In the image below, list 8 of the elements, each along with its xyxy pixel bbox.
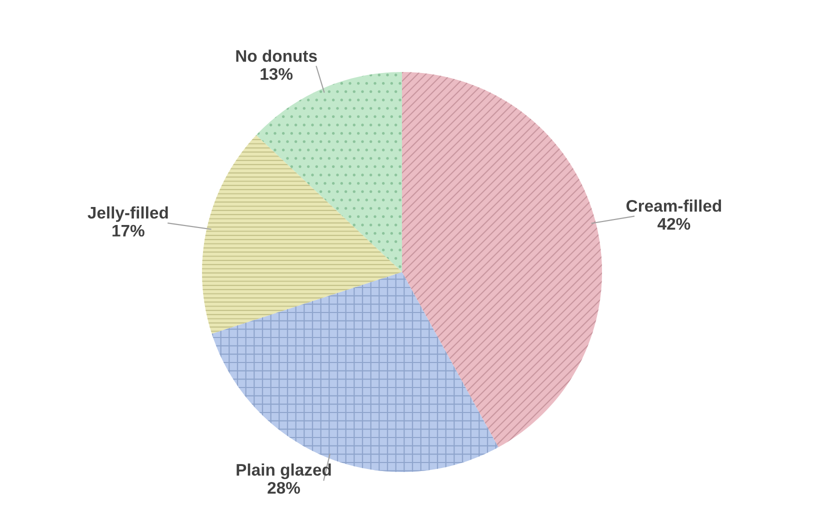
data-label: 13%	[260, 68, 293, 80]
data-label: 17%	[112, 224, 144, 237]
slice-label: Cream-filled	[626, 200, 722, 212]
slice-label: Plain glazed	[236, 463, 331, 480]
slice-label: Jelly-filled	[88, 206, 168, 222]
data-label: 28%	[268, 482, 300, 494]
slice-label: No donuts	[236, 50, 317, 62]
data-label: 42%	[658, 218, 690, 230]
